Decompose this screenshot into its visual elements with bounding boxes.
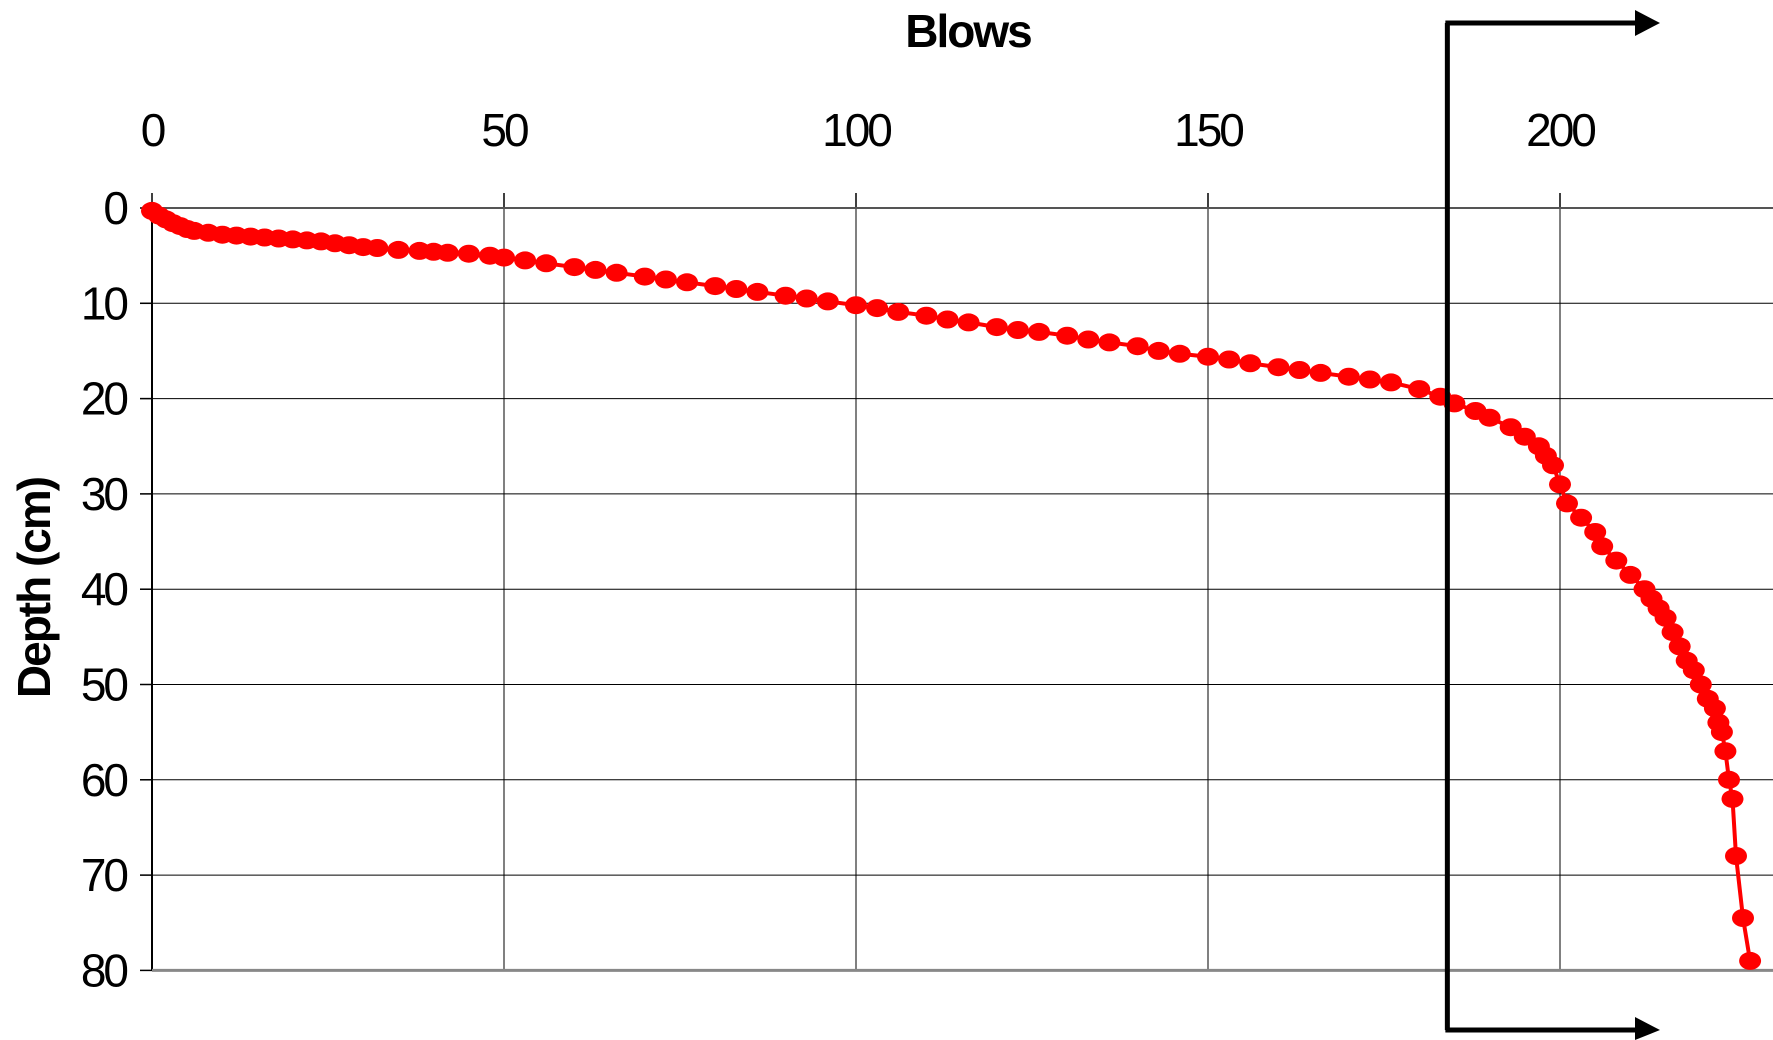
data-point-62 [1337,367,1360,386]
data-point-63 [1358,370,1381,389]
data-point-60 [1288,361,1311,379]
data-point-95 [1714,742,1737,761]
data-point-36 [725,280,748,298]
bracket-annotation [1444,10,1660,1040]
data-point-34 [676,273,698,292]
data-point-81 [1619,565,1642,584]
data-point-99 [1732,909,1754,927]
x-tick-label-100: 100 [822,104,891,156]
data-point-58 [1239,354,1262,373]
data-point-47 [985,318,1008,337]
data-point-33 [654,270,677,289]
data-point-27 [514,251,537,270]
data-point-50 [1056,326,1079,345]
data-point-40 [816,292,839,311]
data-point-61 [1309,363,1332,382]
data-point-98 [1725,847,1747,865]
data-point-28 [535,254,558,273]
data-point-30 [584,260,607,279]
data-point-26 [493,248,515,267]
data-point-79 [1591,537,1614,556]
data-point-57 [1218,350,1241,369]
data-point-23 [436,243,459,262]
data-point-20 [387,240,410,259]
data-point-97 [1721,789,1744,808]
data-point-77 [1570,508,1593,527]
data-point-75 [1549,475,1571,494]
data-point-76 [1556,494,1578,513]
data-point-39 [795,289,818,308]
data-point-45 [936,310,959,329]
x-tick-label-50: 50 [481,104,528,156]
data-point-74 [1542,456,1564,475]
data-point-55 [1168,344,1191,363]
data-point-38 [774,286,797,305]
data-point-32 [633,267,656,286]
data-point-24 [457,244,480,263]
data-point-56 [1197,347,1219,366]
data-point-86 [1661,623,1684,642]
data-point-59 [1267,358,1290,377]
data-point-43 [887,302,910,321]
data-point-80 [1605,551,1628,570]
data-point-42 [866,299,889,318]
y-tick-label-0: 0 [103,182,127,234]
data-point-85 [1654,608,1677,627]
data-point-87 [1668,637,1691,656]
data-point-51 [1077,330,1100,349]
x-tick-label-150: 150 [1174,104,1243,156]
data-point-96 [1718,770,1740,789]
y-tick-label-40: 40 [81,563,128,615]
y-tick-label-50: 50 [81,659,128,711]
y-tick-label-60: 60 [81,754,128,806]
data-point-53 [1126,337,1149,356]
data-point-48 [1006,321,1029,339]
series-depth-profile [141,201,1762,970]
tick-labels: 0 50 100 150 200 0 10 20 30 40 50 60 70 80 [81,104,1598,996]
arrow-right-bottom-icon [1635,1017,1660,1040]
axes [140,193,1773,972]
y-tick-label-20: 20 [81,373,128,425]
data-point-49 [1028,322,1050,341]
data-point-35 [704,277,727,296]
data-point-92 [1703,699,1726,718]
x-axis-title: Blows [905,5,1031,57]
data-point-44 [915,306,938,325]
arrow-right-top-icon [1635,10,1660,36]
grid-lines [140,193,1773,971]
data-point-90 [1689,675,1712,694]
data-point-64 [1380,373,1402,392]
data-point-19 [366,239,389,257]
data-point-89 [1682,661,1705,680]
data-point-100 [1739,951,1762,970]
series-points [141,201,1762,970]
y-tick-label-70: 70 [81,849,128,901]
y-tick-label-10: 10 [81,277,128,329]
y-tick-label-80: 80 [81,944,128,996]
data-point-54 [1147,341,1170,360]
data-point-94 [1710,723,1733,742]
data-point-31 [605,263,628,282]
data-point-46 [957,313,980,332]
data-point-69 [1478,408,1501,427]
x-tick-label-0: 0 [141,104,165,156]
y-axis-title: Depth (cm) [8,477,60,698]
y-tick-label-30: 30 [81,468,128,520]
data-point-52 [1098,333,1121,352]
data-point-65 [1408,380,1431,399]
x-tick-label-200: 200 [1526,104,1595,156]
data-point-37 [746,282,769,301]
data-point-78 [1584,523,1607,541]
data-point-29 [563,258,586,277]
data-point-41 [845,296,867,315]
